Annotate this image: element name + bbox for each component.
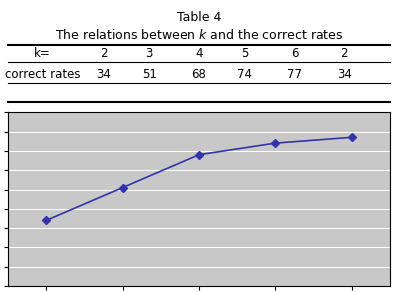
Text: 34: 34	[96, 68, 111, 81]
Text: 74: 74	[237, 68, 252, 81]
Text: 5: 5	[241, 47, 248, 60]
Text: 51: 51	[142, 68, 157, 81]
Text: 34: 34	[337, 68, 351, 81]
Text: 68: 68	[191, 68, 207, 81]
Text: 77: 77	[287, 68, 302, 81]
Text: k=: k=	[34, 47, 51, 60]
Text: The relations between $k$ and the correct rates: The relations between $k$ and the correc…	[55, 28, 343, 42]
Text: 3: 3	[146, 47, 153, 60]
Text: 6: 6	[291, 47, 298, 60]
Text: correct rates: correct rates	[5, 68, 80, 81]
Text: 4: 4	[195, 47, 203, 60]
Text: 2: 2	[340, 47, 348, 60]
Text: 2: 2	[100, 47, 107, 60]
Text: Table 4: Table 4	[177, 11, 221, 24]
